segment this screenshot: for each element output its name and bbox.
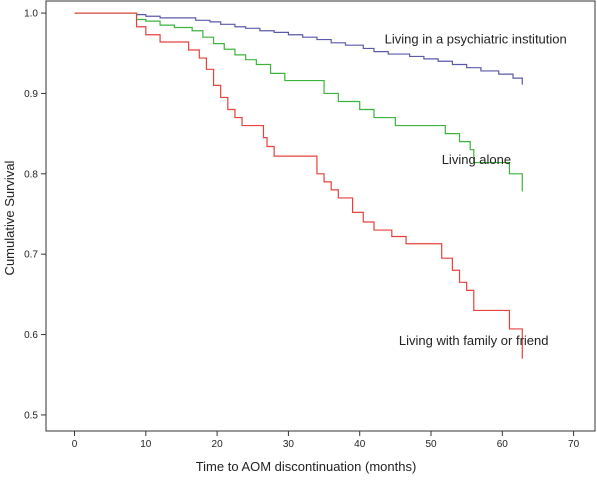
x-tick-label: 0 [72, 439, 78, 450]
series-label-living-alone: Living alone [442, 152, 511, 167]
y-tick-label: 1.0 [24, 9, 38, 20]
y-axis-title: Cumulative Survival [2, 160, 17, 275]
series-labels: Living in a psychiatric institution Livin… [385, 32, 567, 348]
x-axis-title: Time to AOM discontinuation (months) [196, 459, 417, 474]
series-line-living-alone [74, 12, 523, 192]
series-label-living-in-a-psychiatric-institution: Living in a psychiatric institution [385, 32, 567, 47]
series-lines [74, 12, 523, 359]
series-line-living-with-family-or-friend [74, 12, 523, 359]
y-tick-label: 0.5 [24, 410, 38, 421]
x-tick-label: 70 [568, 439, 580, 450]
x-tick-label: 30 [283, 439, 295, 450]
x-tick-label: 10 [140, 439, 152, 450]
x-axis: 0 10 20 30 40 50 60 70 [72, 431, 580, 450]
x-tick-label: 60 [497, 439, 509, 450]
x-tick-label: 20 [212, 439, 224, 450]
y-tick-label: 0.7 [24, 250, 38, 261]
y-tick-label: 0.8 [24, 169, 38, 180]
x-tick-label: 40 [354, 439, 366, 450]
y-axis: 0.5 0.6 0.7 0.8 0.9 1.0 [24, 9, 46, 421]
x-tick-label: 50 [425, 439, 437, 450]
y-tick-label: 0.9 [24, 89, 38, 100]
series-label-living-with-family-or-friend: Living with family or friend [399, 333, 549, 348]
series-line-living-in-a-psychiatric-institution [74, 12, 523, 85]
plot-area [45, 0, 596, 432]
y-tick-label: 0.6 [24, 330, 38, 341]
